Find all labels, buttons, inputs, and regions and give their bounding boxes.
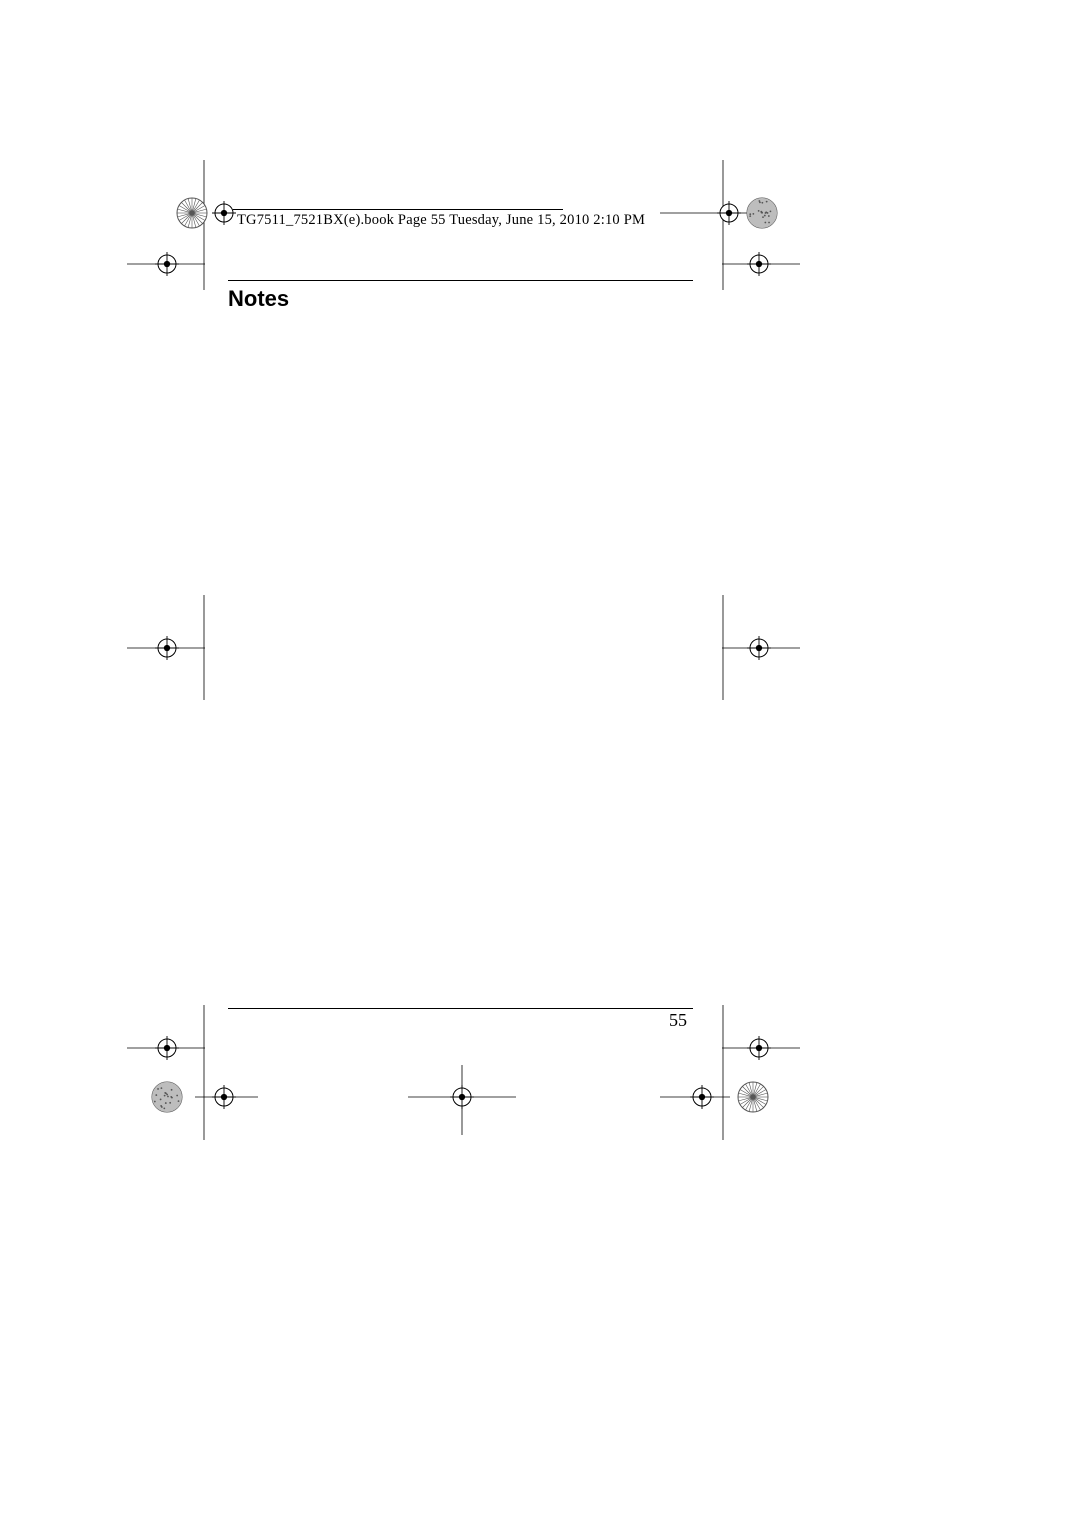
- printer-marks-layer: [0, 0, 1080, 1528]
